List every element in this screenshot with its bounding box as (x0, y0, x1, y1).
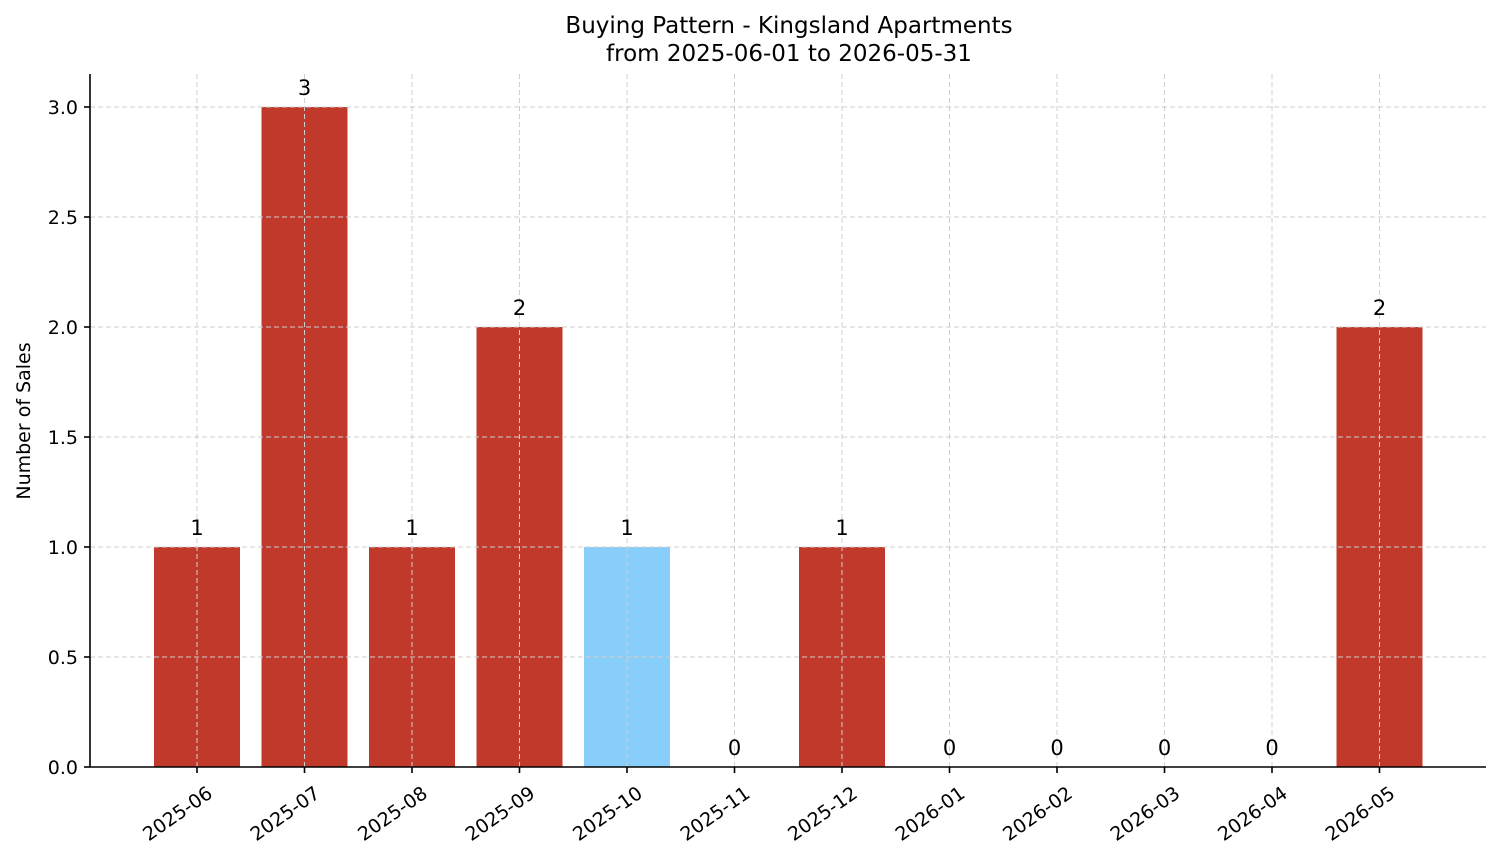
x-tick-label: 2025-06 (139, 782, 217, 846)
tick-labels: 0.0 0.5 1.0 1.5 2.0 2.5 3.0 2025-06 2025-07 2025-… (48, 97, 1399, 846)
data-label: 2 (513, 296, 526, 320)
x-tick-label: 2025-10 (569, 782, 647, 846)
x-tick-label: 2026-01 (892, 782, 970, 846)
data-label: 0 (1265, 736, 1278, 760)
data-label: 1 (835, 516, 848, 540)
data-label: 1 (405, 516, 418, 540)
data-label: 3 (298, 76, 311, 100)
y-tick-label: 2.5 (48, 207, 78, 229)
y-axis-label: Number of Sales (13, 342, 35, 499)
y-tick-label: 2.0 (48, 317, 78, 339)
x-tick-label: 2026-03 (1107, 782, 1185, 846)
y-tick-label: 1.0 (48, 537, 78, 559)
x-tick-label: 2025-11 (677, 782, 755, 846)
y-tick-label: 1.5 (48, 427, 78, 449)
data-label: 0 (943, 736, 956, 760)
y-tick-label: 0.5 (48, 647, 78, 669)
x-tick-label: 2026-05 (1322, 782, 1400, 846)
x-tick-label: 2025-12 (784, 782, 862, 846)
x-tick-label: 2025-08 (354, 782, 432, 846)
x-tick-label: 2026-02 (999, 782, 1077, 846)
data-label: 0 (1158, 736, 1171, 760)
data-label: 0 (728, 736, 741, 760)
x-tick-label: 2026-04 (1214, 782, 1292, 846)
chart-subtitle: from 2025-06-01 to 2026-05-31 (606, 41, 972, 67)
data-label: 1 (620, 516, 633, 540)
axes (84, 74, 1486, 773)
data-label: 1 (190, 516, 203, 540)
data-labels: 1 3 1 2 1 0 1 0 0 0 0 2 (190, 76, 1386, 760)
data-label: 2 (1373, 296, 1386, 320)
data-label: 0 (1050, 736, 1063, 760)
chart-title: Buying Pattern - Kingsland Apartments (565, 13, 1012, 39)
x-tick-label: 2025-09 (462, 782, 540, 846)
y-tick-label: 0.0 (48, 757, 78, 779)
x-tick-label: 2025-07 (247, 782, 325, 846)
y-tick-label: 3.0 (48, 97, 78, 119)
